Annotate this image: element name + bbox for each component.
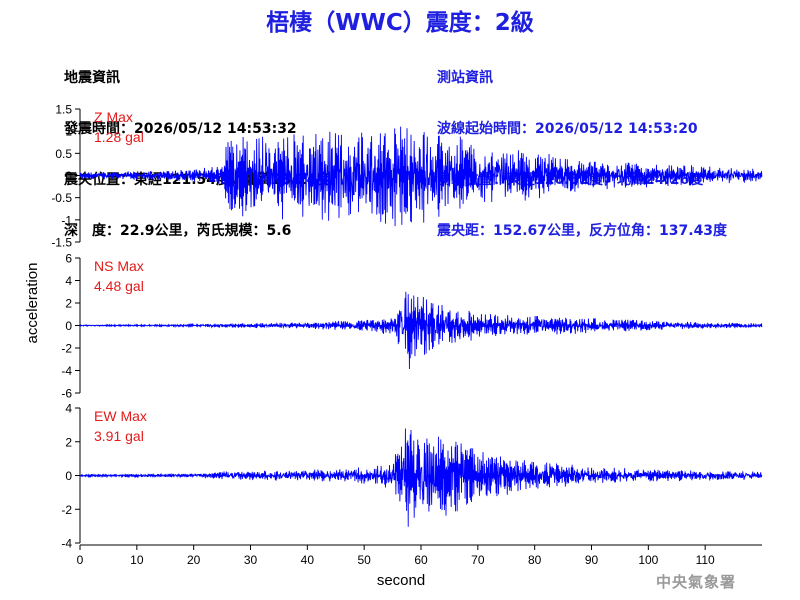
wave-start-time: 波線起始時間：2026/05/12 14:53:20 [437,121,698,137]
y-tick-label: 0 [65,319,72,333]
max-value-z: 1.28 gal [94,129,144,145]
y-tick-label: -1 [61,213,72,227]
agency-watermark: 中央氣象署 [656,573,737,591]
waveform-z [79,126,763,227]
y-tick-label: -4 [61,537,72,551]
x-tick-label: 70 [471,553,485,567]
x-tick-label: 60 [414,553,428,567]
x-axis-title: second [377,572,425,589]
y-tick-label: 2 [65,297,72,311]
station-info-heading: 測站資訊 [437,70,493,86]
max-label-ns: NS Max [94,258,144,274]
x-tick-label: 40 [301,553,315,567]
x-tick-label: 110 [696,553,715,567]
y-tick-label: 2 [65,435,72,449]
waveform-ew [79,428,763,527]
y-tick-label: -1.5 [51,236,72,250]
x-tick-label: 20 [187,553,201,567]
x-tick-label: 0 [77,553,84,567]
y-tick-label: 0 [65,469,72,483]
x-tick-label: 50 [357,553,371,567]
y-tick-label: 0 [65,169,72,183]
origin-time: 發震時間：2026/05/12 14:53:32 [64,121,297,137]
max-label-z: Z Max [94,109,133,125]
y-tick-label: -0.5 [51,191,72,205]
epicentral-distance: 震央距：152.67公里，反方位角：137.43度 [437,223,728,239]
y-tick-label: -2 [61,342,72,356]
x-tick-label: 80 [528,553,542,567]
y-tick-label: 6 [65,252,72,266]
y-tick-label: 1 [65,125,72,139]
x-tick-label: 30 [244,553,258,567]
panel-ns: 6 4 2 0 -2 -4 -6 NS Max 4.48 gal [61,252,763,401]
y-tick-label: 4 [65,402,72,416]
panel-ew: 4 2 0 -2 -4 EW Max 3.91 gal [61,402,763,551]
max-value-ns: 4.48 gal [94,278,144,294]
y-tick-label: 1.5 [55,103,72,117]
x-tick-label: 90 [585,553,599,567]
y-tick-label: -2 [61,503,72,517]
waveform-ns [79,291,763,369]
station-title: 梧棲（WWC）震度：2級 [266,10,534,36]
y-tick-label: 0.5 [55,147,72,161]
y-tick-label: -4 [61,364,72,378]
depth-magnitude: 深 度：22.9公里，芮氏規模：5.6 [64,223,292,239]
x-tick-label: 10 [130,553,144,567]
panel-z: 1.5 1 0.5 0 -0.5 -1 -1.5 Z Max 1.28 gal [51,103,763,250]
quake-info-heading: 地震資訊 [64,70,120,86]
y-tick-label: 4 [65,274,72,288]
x-tick-label: 100 [638,553,658,567]
y-tick-label: -6 [61,387,72,401]
max-label-ew: EW Max [94,408,147,424]
max-value-ew: 3.91 gal [94,428,144,444]
y-axis-title: acceleration [24,263,41,344]
